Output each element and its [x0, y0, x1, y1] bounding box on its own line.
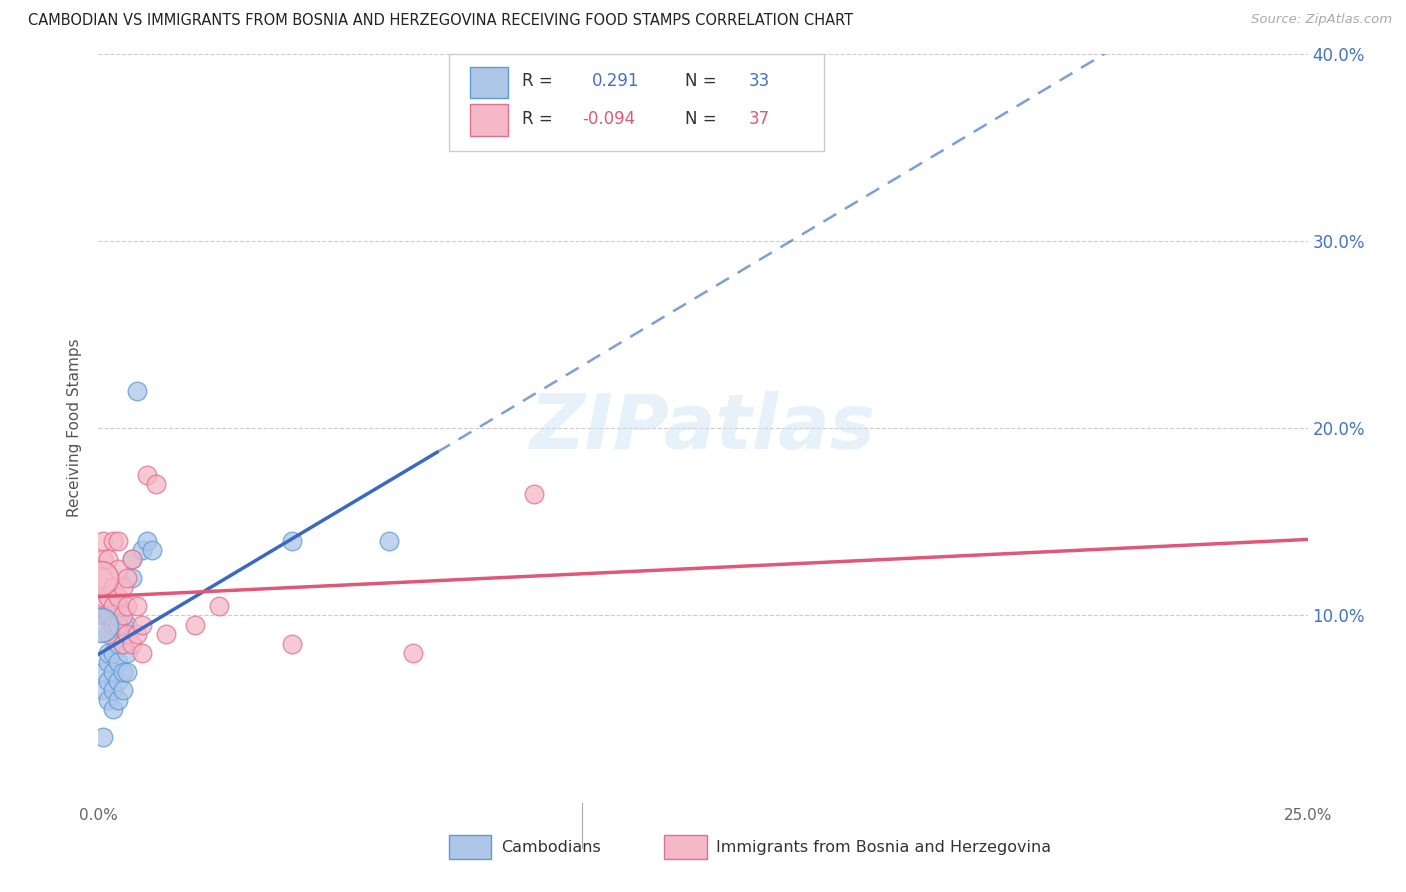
Point — [90, 571, 112, 585]
FancyBboxPatch shape — [470, 104, 509, 136]
Point — [135, 468, 157, 483]
Point — [107, 618, 129, 632]
Point — [131, 618, 153, 632]
Point — [91, 730, 114, 744]
Text: Source: ZipAtlas.com: Source: ZipAtlas.com — [1251, 13, 1392, 27]
Point — [90, 618, 112, 632]
Point — [111, 618, 134, 632]
Point — [91, 683, 114, 698]
Point — [107, 674, 129, 689]
Point — [91, 590, 114, 604]
Point — [208, 599, 231, 614]
Text: -0.094: -0.094 — [582, 111, 636, 128]
Point — [121, 571, 143, 585]
Text: N =: N = — [685, 72, 717, 90]
Point — [184, 618, 207, 632]
FancyBboxPatch shape — [449, 54, 824, 151]
Point — [117, 571, 139, 585]
Point — [101, 702, 124, 716]
Point — [281, 637, 304, 651]
Point — [97, 627, 120, 641]
Point — [117, 646, 139, 660]
Point — [101, 646, 124, 660]
Point — [107, 590, 129, 604]
Point — [111, 637, 134, 651]
Point — [101, 618, 124, 632]
Point — [107, 599, 129, 614]
Point — [107, 533, 129, 548]
Point — [377, 533, 399, 548]
Point — [111, 637, 134, 651]
Point — [117, 627, 139, 641]
Point — [97, 646, 120, 660]
Point — [97, 590, 120, 604]
Point — [135, 533, 157, 548]
Point — [127, 384, 149, 398]
Point — [101, 683, 124, 698]
Point — [111, 581, 134, 595]
Point — [121, 552, 143, 566]
Point — [97, 655, 120, 669]
Point — [121, 637, 143, 651]
Point — [121, 552, 143, 566]
Point — [117, 618, 139, 632]
Text: 37: 37 — [749, 111, 770, 128]
FancyBboxPatch shape — [470, 67, 509, 98]
Point — [127, 599, 149, 614]
Point — [402, 646, 425, 660]
Point — [111, 683, 134, 698]
Text: 33: 33 — [749, 72, 770, 90]
Text: R =: R = — [522, 72, 553, 90]
Text: ZIPatlas: ZIPatlas — [530, 392, 876, 465]
Point — [107, 655, 129, 669]
Point — [107, 692, 129, 706]
Point — [101, 665, 124, 679]
Point — [131, 542, 153, 557]
Text: R =: R = — [522, 111, 553, 128]
Point — [97, 552, 120, 566]
Point — [117, 599, 139, 614]
Point — [91, 552, 114, 566]
FancyBboxPatch shape — [449, 835, 492, 859]
Point — [523, 487, 546, 501]
Point — [97, 692, 120, 706]
Text: CAMBODIAN VS IMMIGRANTS FROM BOSNIA AND HERZEGOVINA RECEIVING FOOD STAMPS CORREL: CAMBODIAN VS IMMIGRANTS FROM BOSNIA AND … — [28, 13, 853, 29]
Point — [111, 608, 134, 623]
Point — [127, 627, 149, 641]
FancyBboxPatch shape — [664, 835, 707, 859]
Text: N =: N = — [685, 111, 717, 128]
Point — [91, 571, 114, 585]
Point — [97, 674, 120, 689]
Point — [91, 665, 114, 679]
Point — [107, 562, 129, 576]
Text: 0.291: 0.291 — [592, 72, 640, 90]
Point — [141, 542, 163, 557]
Point — [131, 646, 153, 660]
Point — [155, 627, 177, 641]
Point — [91, 608, 114, 623]
Point — [101, 533, 124, 548]
Point — [145, 477, 167, 491]
Point — [107, 637, 129, 651]
Point — [91, 533, 114, 548]
Point — [101, 627, 124, 641]
Y-axis label: Receiving Food Stamps: Receiving Food Stamps — [67, 339, 83, 517]
Point — [107, 618, 129, 632]
Point — [111, 665, 134, 679]
Point — [101, 581, 124, 595]
Point — [281, 533, 304, 548]
Text: Immigrants from Bosnia and Herzegovina: Immigrants from Bosnia and Herzegovina — [716, 839, 1052, 855]
Point — [101, 599, 124, 614]
Text: Cambodians: Cambodians — [501, 839, 600, 855]
Point — [117, 665, 139, 679]
Point — [97, 608, 120, 623]
